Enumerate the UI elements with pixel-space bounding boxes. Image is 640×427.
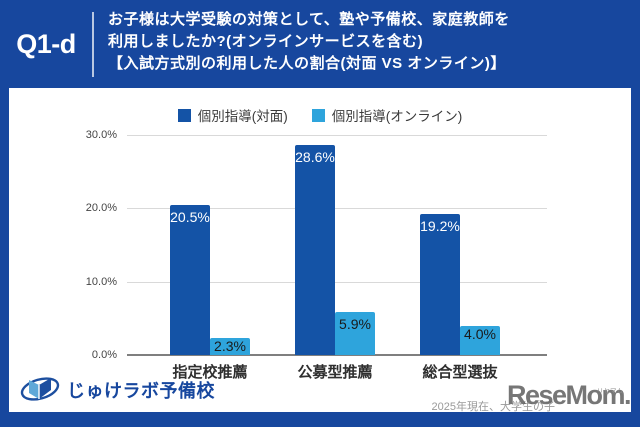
legend-label: 個別指導(対面) (197, 109, 288, 124)
legend-swatch-icon (177, 108, 191, 122)
legend-item: 個別指導(オンライン) (311, 105, 463, 125)
resemom-wordmark: ReseMom. (506, 380, 632, 410)
header: Q1-d お子様は大学受験の対策として、塾や予備校、家庭教師を 利用しましたか?… (0, 0, 640, 88)
bar: 28.6% (295, 145, 335, 355)
gridline (127, 281, 547, 283)
plot-area: 20.5% 2.3% 指定校推薦 28.6% 5.9% 公募型推薦 19.2% 4.0% 総合型… (127, 135, 547, 381)
bar: 2.3% (210, 338, 250, 355)
bar-value-label: 20.5% (170, 209, 210, 225)
source-caption: 2025年現在、大学生の子 (431, 401, 555, 413)
legend-item: 個別指導(対面) (177, 105, 288, 125)
bar-value-label: 4.0% (464, 326, 496, 342)
question-id: Q1-d (16, 28, 76, 59)
legend-label: 個別指導(オンライン) (331, 109, 463, 124)
title-line-3: 【入試方式別の利用した人の割合(対面 VS オンライン)】 (108, 55, 506, 72)
jukelab-book-orbit-icon (19, 371, 61, 410)
x-tick-label: 公募型推薦 (297, 364, 373, 381)
bar-value-label: 28.6% (295, 149, 335, 165)
bar: 19.2% (420, 214, 460, 355)
bar-value-label: 2.3% (214, 338, 246, 354)
x-tick-label: 総合型選抜 (422, 364, 498, 381)
title-line-1: お子様は大学受験の対策として、塾や予備校、家庭教師を (108, 11, 510, 28)
y-axis: 0.0% 10.0% 20.0% 30.0% (9, 88, 122, 412)
bar: 5.9% (335, 312, 375, 355)
gridline (127, 135, 547, 136)
bar: 20.5% (170, 205, 210, 355)
title-line-2: 利用しましたか?(オンラインサービスを含む) (108, 33, 424, 50)
y-tick-label: 0.0% (91, 349, 117, 361)
header-divider (92, 12, 94, 77)
y-tick-label: 20.0% (85, 202, 117, 215)
resemom-logo: ReseMom. リセマム (506, 380, 632, 410)
y-tick-label: 30.0% (85, 129, 117, 141)
bar-value-label: 5.9% (339, 316, 371, 332)
bar: 4.0% (460, 326, 500, 355)
gridline (127, 208, 547, 210)
chart-panel: 個別指導(対面) 個別指導(オンライン) 0.0% 10.0% 20.0% 30.0% … (9, 88, 632, 413)
brand-logo: じゅけラボ予備校 (19, 372, 215, 408)
legend-swatch-icon (311, 108, 325, 122)
x-tick-label: 指定校推薦 (172, 364, 248, 381)
y-tick-label: 10.0% (85, 275, 117, 288)
x-axis-line (127, 354, 547, 356)
resemom-furigana: リセマム (597, 388, 623, 395)
chart-legend: 個別指導(対面) 個別指導(オンライン) (9, 105, 631, 125)
bar-value-label: 19.2% (420, 218, 460, 234)
page-title: お子様は大学受験の対策として、塾や予備校、家庭教師を 利用しましたか?(オンライ… (108, 9, 510, 75)
brand-name: じゅけラボ予備校 (67, 381, 215, 401)
